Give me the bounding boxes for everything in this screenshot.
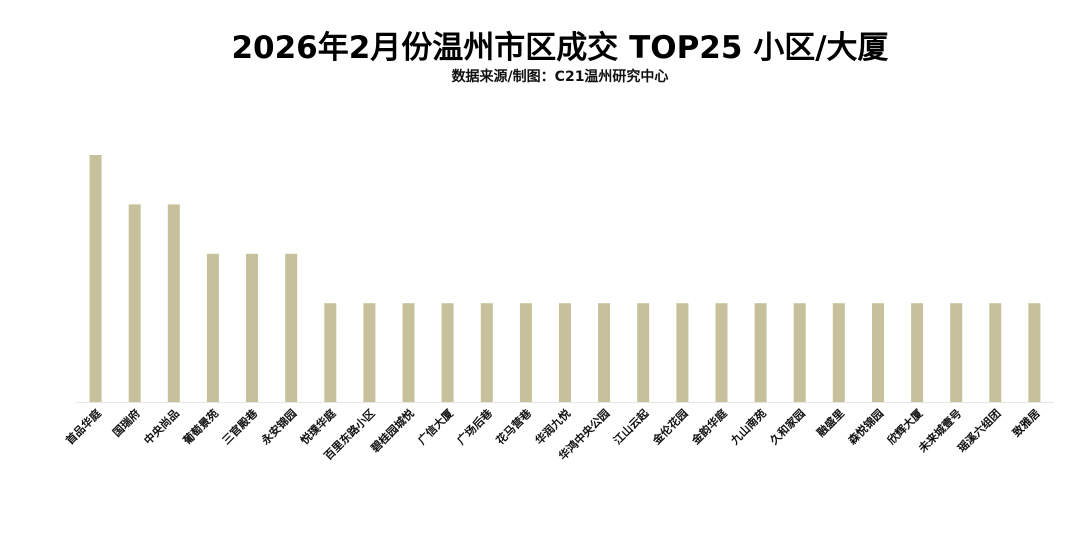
- bar-3: [167, 204, 180, 402]
- bar-13: [559, 303, 571, 402]
- bar-11: [480, 303, 493, 402]
- bar-8: [363, 303, 376, 402]
- bar-2: [128, 204, 141, 402]
- x-tick-label-4: 葡萄景苑: [179, 406, 221, 448]
- bar-17: [715, 303, 728, 402]
- bar-22: [911, 303, 924, 402]
- bar-7: [324, 303, 337, 402]
- bar-24: [989, 303, 1002, 402]
- x-tick-label-13: 华润九悦: [532, 406, 573, 447]
- x-tick-label-3: 中央尚品: [141, 406, 182, 447]
- x-tick-label-15: 江山云起: [610, 406, 652, 448]
- bar-9: [402, 303, 415, 402]
- bar-4: [206, 253, 219, 402]
- bar-18: [754, 303, 767, 402]
- bar-12: [519, 303, 532, 402]
- x-tick-label-17: 金韵华庭: [688, 406, 730, 448]
- bar-5: [246, 253, 258, 402]
- x-tick-label-16: 金伦花园: [649, 406, 691, 448]
- bar-6: [285, 253, 298, 402]
- chart-title: 2026年2月份温州市区成交 TOP25 小区/大厦: [231, 30, 889, 66]
- x-tick-label-1: 首品华庭: [63, 406, 104, 447]
- x-tick-label-25: 致雅居: [1009, 406, 1042, 439]
- bar-21: [872, 303, 884, 402]
- bar-23: [950, 303, 963, 402]
- bar-25: [1028, 303, 1041, 402]
- x-tick-label-11: 广场后巷: [454, 406, 496, 448]
- bar-1: [89, 155, 102, 402]
- x-tick-label-7: 悦璞华庭: [297, 406, 338, 447]
- bar-20: [832, 303, 845, 402]
- x-tick-label-10: 广信大厦: [415, 406, 457, 448]
- x-tick-label-22: 欣辉大厦: [884, 406, 926, 448]
- x-tick-label-18: 九山南苑: [727, 406, 769, 448]
- x-tick-label-24: 瑶溪六组团: [955, 406, 1004, 455]
- x-tick-label-5: 三官殿巷: [219, 406, 261, 448]
- x-tick-label-21: 森悦锦园: [845, 406, 886, 447]
- x-tick-label-20: 融盛里: [814, 406, 847, 439]
- x-tick-label-2: 国瑞府: [110, 406, 143, 439]
- bar-14: [598, 303, 611, 402]
- chart-subtitle: 数据来源/制图：C21温州研究中心: [451, 69, 669, 85]
- bar-15: [637, 303, 650, 402]
- x-tick-label-19: 久和家园: [767, 406, 808, 447]
- x-tick-label-6: 永安锦园: [258, 406, 300, 448]
- x-tick-label-12: 花马营巷: [493, 406, 535, 448]
- bar-16: [676, 303, 689, 402]
- bar-19: [793, 303, 806, 402]
- bar-10: [441, 303, 454, 402]
